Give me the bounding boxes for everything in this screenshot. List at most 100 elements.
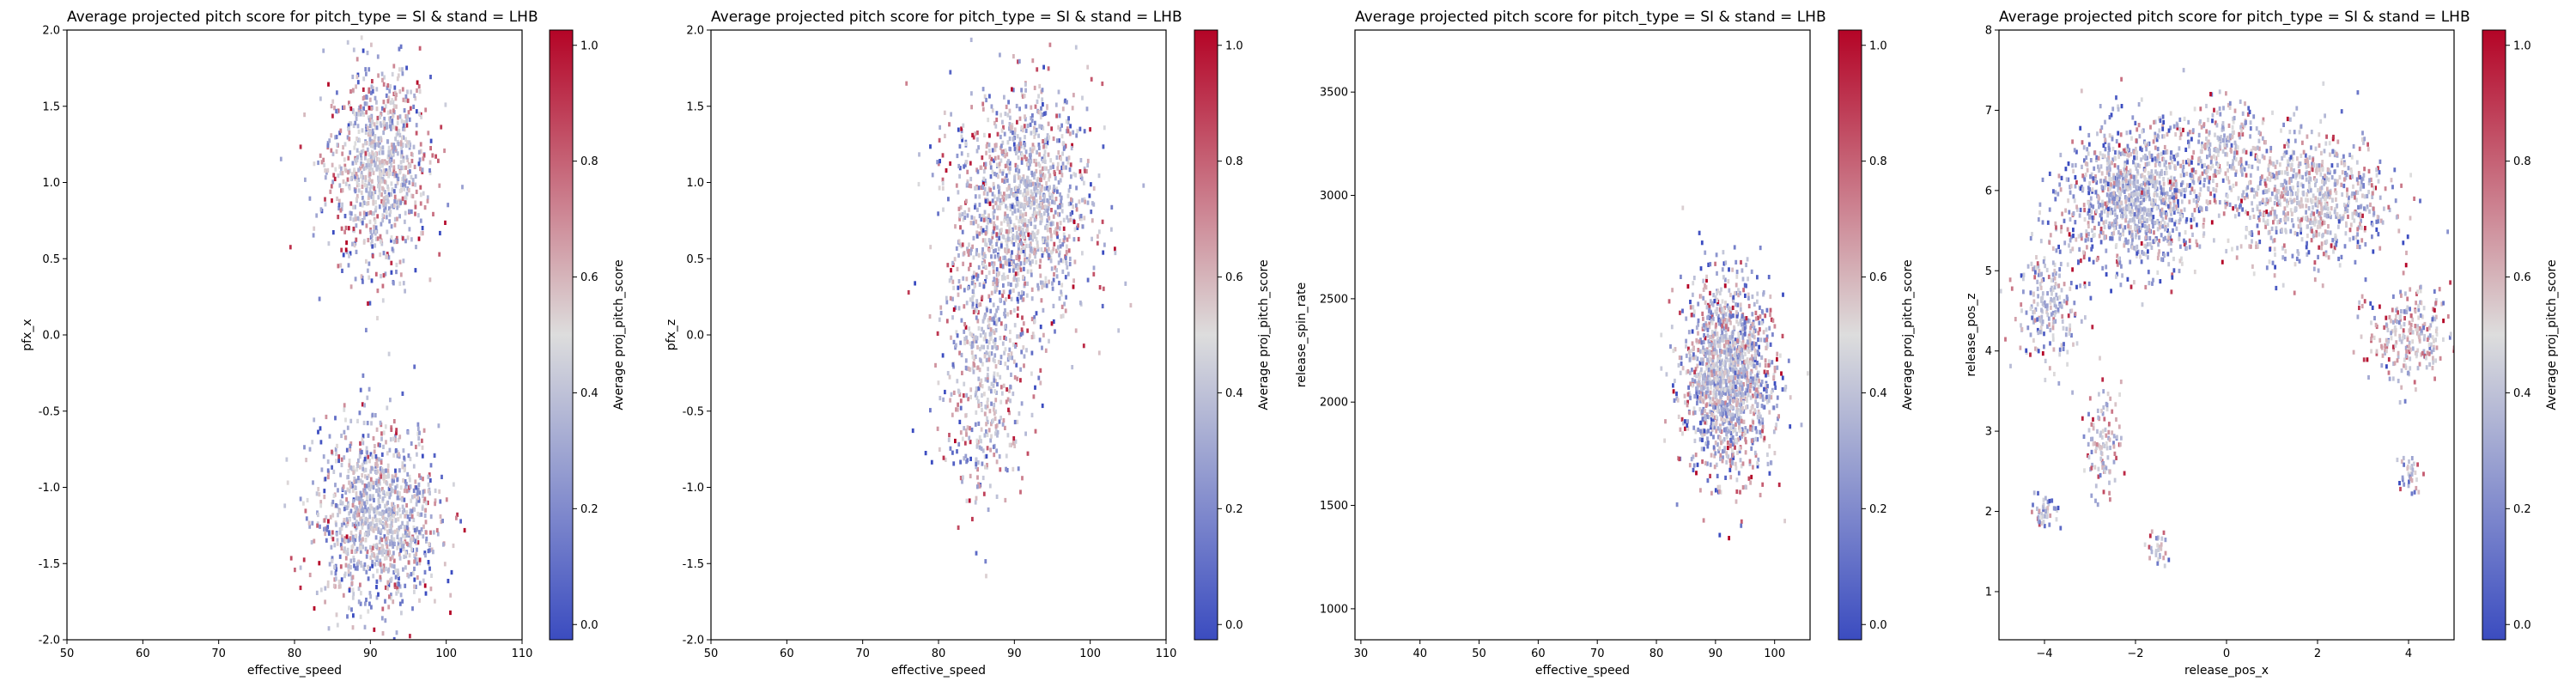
hex-cell (399, 160, 403, 165)
hex-cell (415, 485, 418, 490)
hex-cell (382, 100, 386, 105)
hex-cell (389, 100, 392, 106)
hex-cell (374, 413, 377, 418)
hex-cell (1675, 391, 1678, 397)
hex-cell (443, 148, 446, 154)
hex-cell (368, 67, 371, 72)
hex-cell (963, 329, 966, 334)
hex-cell (1700, 398, 1704, 403)
hex-cell (1039, 191, 1042, 196)
hex-cell (1017, 253, 1019, 258)
hex-cell (1059, 178, 1062, 183)
hex-cell (385, 566, 387, 572)
hex-cell (362, 200, 366, 205)
hex-cell (1047, 66, 1050, 71)
hex-cell (1079, 158, 1083, 163)
hex-cell (1077, 236, 1080, 242)
hex-cell (911, 428, 914, 434)
hex-cell (1720, 349, 1723, 355)
hex-cell (1029, 234, 1032, 240)
hex-cell (1699, 429, 1702, 434)
hex-cell (1058, 250, 1061, 255)
hex-cell (399, 272, 403, 277)
hex-cell (337, 454, 341, 459)
hex-cell (392, 636, 396, 640)
hex-cell (371, 545, 374, 550)
hex-cell (1765, 394, 1768, 399)
hex-cell (1698, 437, 1702, 442)
hex-cell (343, 407, 346, 412)
hex-cell (1714, 394, 1717, 399)
hex-cell (966, 458, 969, 463)
hex-cell (1711, 336, 1715, 341)
hex-cell (459, 519, 462, 524)
hex-cell (1056, 189, 1059, 194)
hex-cell (1004, 111, 1007, 117)
hex-cell (364, 141, 367, 146)
hex-cell (1002, 289, 1005, 295)
hex-cell (330, 148, 333, 153)
hex-cell (1691, 356, 1694, 361)
hex-cell (403, 464, 406, 469)
hex-cell (1068, 167, 1072, 173)
hex-cell (367, 433, 370, 438)
hex-cell (1012, 391, 1015, 397)
hex-cell (408, 517, 411, 522)
hex-cell (1066, 193, 1070, 198)
hex-cell (1039, 258, 1042, 264)
hex-cell (1030, 296, 1034, 301)
hex-cell (336, 443, 338, 448)
hex-cell (376, 505, 380, 510)
hex-cell (1091, 236, 1093, 241)
hex-cell (394, 137, 397, 142)
hex-cell (346, 40, 349, 45)
hex-cell (347, 568, 350, 574)
hex-cell (382, 568, 386, 573)
y-tick-label: 1.5 (686, 100, 704, 113)
hex-cell (370, 278, 374, 283)
hex-cell (392, 419, 396, 424)
hex-cell (315, 590, 319, 595)
hex-cell (1020, 218, 1024, 223)
hex-cell (986, 416, 988, 421)
hex-cell (1720, 334, 1722, 339)
hex-cell (1026, 186, 1030, 192)
hex-cell (374, 556, 377, 561)
hex-cell (1761, 397, 1765, 402)
hex-cell (1023, 124, 1026, 129)
hex-cell (1025, 156, 1028, 161)
hex-cell (384, 271, 387, 277)
hex-cell (379, 494, 381, 499)
hex-cell (361, 110, 364, 115)
hex-cell (1008, 337, 1012, 343)
hex-cell (362, 566, 366, 571)
hex-cell (376, 568, 379, 574)
hex-cell (1052, 136, 1055, 142)
hex-cell (340, 522, 343, 527)
hex-cell (992, 263, 995, 268)
hex-cell (980, 216, 983, 222)
hex-cell (1741, 332, 1745, 337)
hex-cell (1041, 168, 1043, 173)
hex-cell (1756, 464, 1759, 469)
hex-cell (398, 582, 401, 587)
y-tick-label: -1.0 (683, 482, 704, 495)
hex-cell (986, 432, 989, 437)
hex-cell (996, 204, 999, 210)
hex-cell (418, 157, 422, 162)
hex-cell (1079, 214, 1083, 219)
hex-cell (331, 513, 335, 518)
hex-cell (1021, 177, 1024, 182)
hex-cell (1711, 357, 1715, 362)
hex-cell (416, 426, 420, 431)
hex-cell (398, 188, 402, 193)
hex-cell (1679, 310, 1681, 315)
hex-cell (984, 253, 987, 258)
hex-cell (1031, 234, 1035, 240)
hex-cell (1685, 316, 1688, 321)
hex-cell (1035, 162, 1038, 167)
hex-cell (341, 494, 343, 499)
hex-cell (1704, 285, 1708, 290)
hex-cell (1765, 373, 1767, 378)
hex-cell (1043, 236, 1047, 241)
